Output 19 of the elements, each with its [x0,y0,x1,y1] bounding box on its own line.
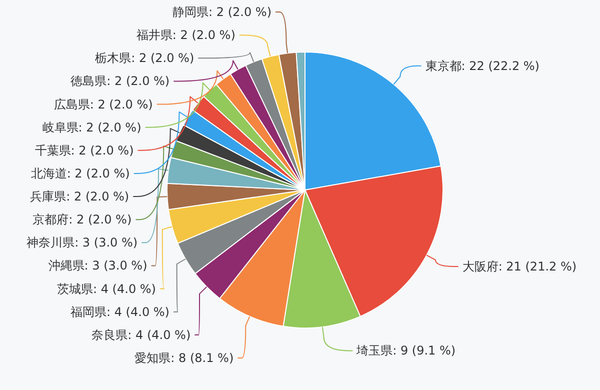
slice-label: 岐阜県: 2 (2.0 %) [42,120,142,134]
slice-label: 北海道: 2 (2.0 %) [30,166,130,180]
slice-label: 愛知県: 8 (8.1 %) [134,351,234,365]
slice-label: 福井県: 2 (2.0 %) [136,28,236,42]
slice-label: 栃木県: 2 (2.0 %) [95,51,194,66]
slice-label: 茨城県: 4 (4.0 %) [57,282,156,296]
slice-label: 福岡県: 4 (4.0 %) [70,304,170,319]
slice-label: 兵庫県: 2 (2.0 %) [30,190,130,204]
slice-label: 千葉県: 2 (2.0 %) [34,143,134,158]
slice-label: 広島県: 2 (2.0 %) [54,97,153,112]
slice-label: 埼玉県: 9 (9.1 %) [356,344,456,358]
slice-label: 静岡県: 2 (2.0 %) [172,5,272,19]
slice-label: 大阪府: 21 (21.2 %) [462,260,577,274]
slice-label: 東京都: 22 (22.2 %) [425,58,540,73]
slice-label: 徳島県: 2 (2.0 %) [70,74,170,88]
slice-label: 奈良県: 4 (4.0 %) [92,328,191,342]
slice-label: 京都府: 2 (2.0 %) [32,212,132,227]
slice-label: 神奈川県: 3 (3.0 %) [26,236,138,250]
slice-label: 沖縄県: 3 (3.0 %) [48,258,148,273]
